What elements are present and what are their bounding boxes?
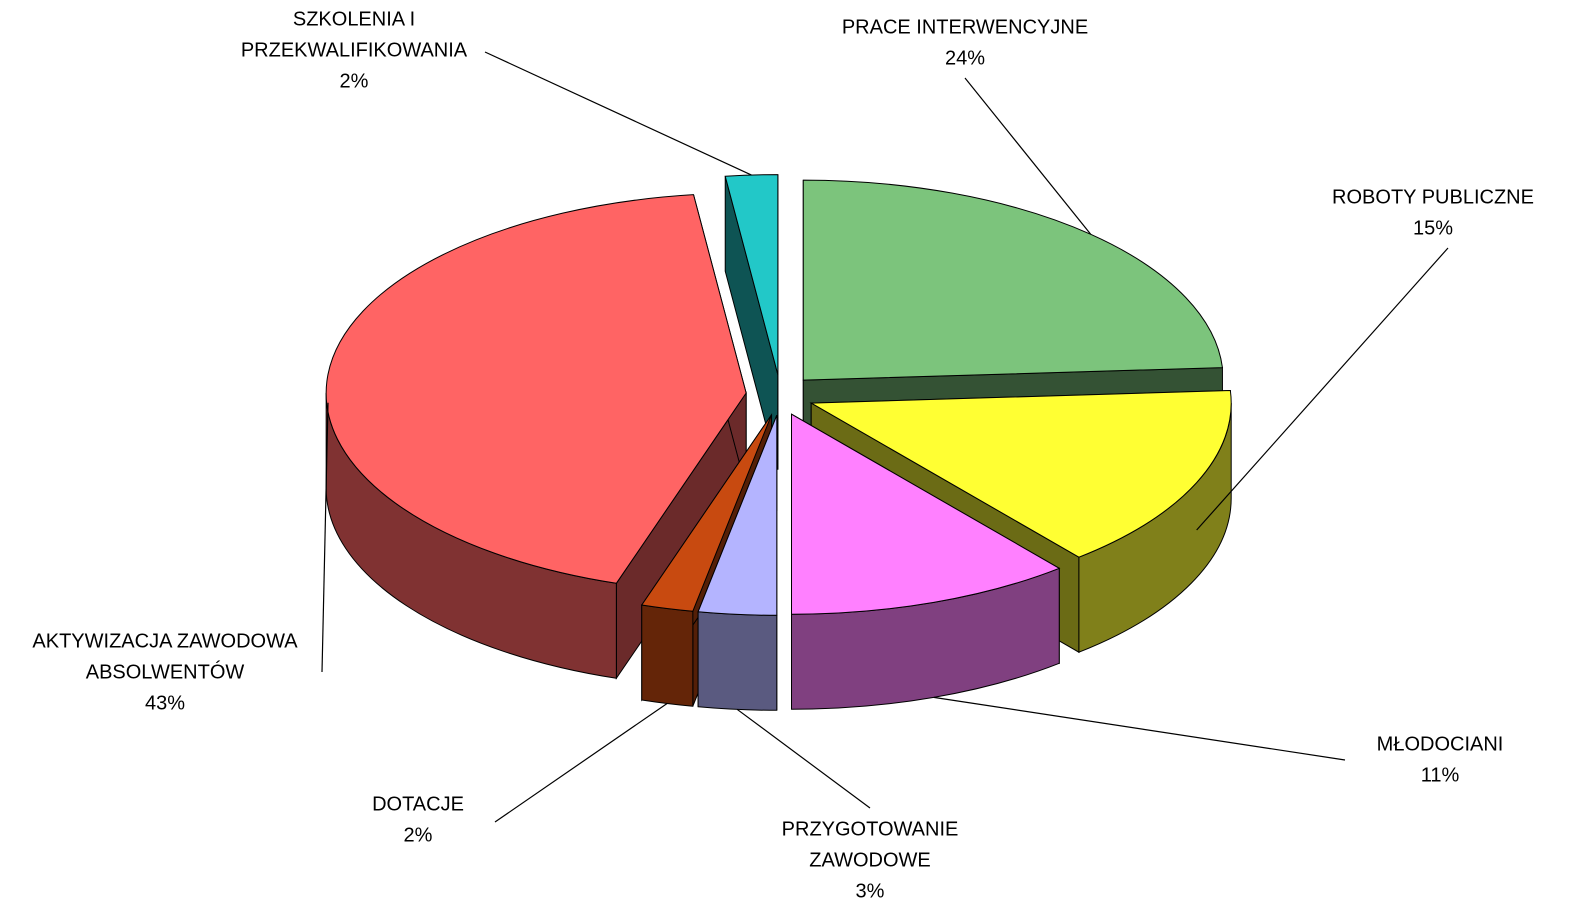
slice (325, 194, 747, 584)
slice-wall (697, 611, 778, 711)
slice (791, 413, 1061, 615)
slice-wall (641, 604, 694, 707)
leader-line (1196, 247, 1449, 531)
slice-label: PRZEKWALIFIKOWANIA (241, 39, 468, 61)
slice-label: DOTACJE (372, 793, 464, 815)
leader-line (321, 402, 329, 673)
value-label: 2% (404, 824, 433, 846)
slice-label: SZKOLENIA I (293, 8, 415, 30)
leader-line (736, 708, 871, 809)
slice-label: MŁODOCIANI (1377, 733, 1504, 755)
slice (697, 415, 778, 616)
leader-line (484, 51, 752, 176)
slice-label: ZAWODOWE (809, 849, 930, 871)
value-label: 2% (340, 70, 369, 92)
slice (809, 390, 1232, 558)
value-label: 43% (145, 692, 185, 714)
value-label: 11% (1421, 764, 1460, 786)
value-label: 3% (856, 880, 885, 902)
slice-label: ABSOLWENTÓW (86, 660, 245, 683)
slice-label: PRACE INTERWENCYJNE (842, 16, 1088, 38)
slice (640, 414, 773, 612)
slice (802, 179, 1224, 381)
value-label: 15% (1413, 217, 1453, 239)
slice-label: ROBOTY PUBLICZNE (1332, 186, 1534, 208)
leader-line (964, 77, 1092, 235)
leader-line (933, 696, 1346, 761)
slice-label: PRZYGOTOWANIE (782, 818, 959, 840)
slice-label: AKTYWIZACJA ZAWODOWA (32, 630, 298, 652)
leader-line (494, 702, 668, 823)
value-label: 24% (945, 47, 985, 69)
